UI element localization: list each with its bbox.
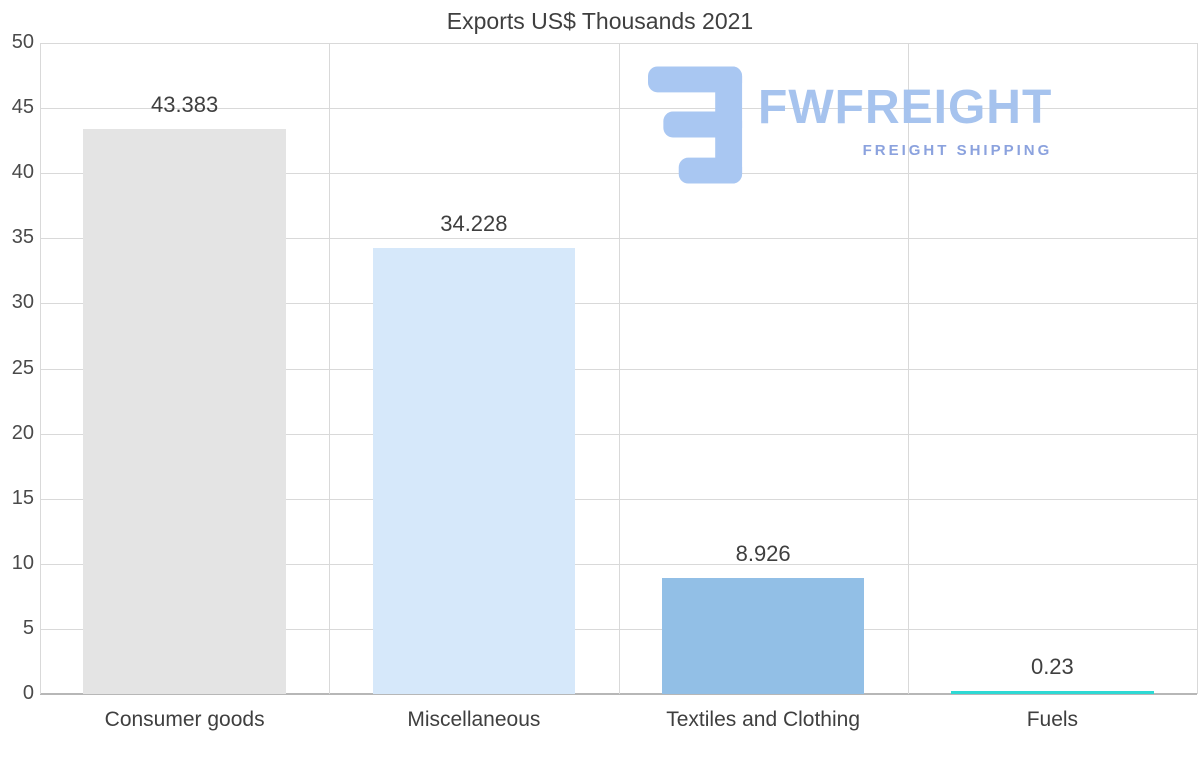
y-tick-label: 50: [11, 31, 34, 53]
x-category-label: Consumer goods: [104, 708, 265, 731]
y-tick-label: 15: [11, 486, 34, 509]
bar-value-label: 0.23: [1030, 654, 1074, 679]
y-tick-label: 35: [11, 226, 34, 249]
bar: [951, 691, 1154, 694]
y-tick-label: 40: [11, 161, 34, 184]
y-tick-label: 10: [11, 551, 34, 574]
y-tick-label: 45: [11, 96, 34, 119]
bar-value-label: 34.228: [440, 211, 508, 237]
y-tick-label: 25: [11, 356, 34, 379]
v-gridline: [618, 43, 620, 694]
bar-value-label: 43.383: [150, 92, 219, 118]
v-gridline: [329, 43, 331, 694]
v-gridline: [1197, 43, 1198, 694]
x-axis-line: [40, 693, 1197, 695]
fwfreight-watermark: FWFREIGHT FREIGHT SHIPPING: [648, 66, 1052, 184]
fwfreight-logo-icon: [648, 66, 743, 184]
y-tick-label: 30: [11, 291, 34, 314]
x-category-label: Fuels: [1026, 708, 1079, 731]
chart-title: Exports US$ Thousands 2021: [446, 8, 754, 34]
logo-text-block: FWFREIGHT FREIGHT SHIPPING: [758, 81, 1053, 160]
x-category-label: Miscellaneous: [407, 708, 541, 731]
bar: [83, 129, 286, 694]
logo-wordmark: FWFREIGHT: [758, 81, 1053, 134]
bar-value-label: 8.926: [735, 540, 791, 566]
y-tick-label: 20: [11, 421, 34, 444]
v-gridline: [907, 43, 909, 694]
v-gridline: [40, 43, 41, 694]
bar: [661, 577, 865, 694]
x-category-label: Textiles and Clothing: [666, 708, 861, 731]
y-tick-label: 0: [22, 682, 34, 704]
y-tick-label: 5: [22, 616, 34, 639]
bar: [372, 248, 576, 694]
logo-tagline: FREIGHT SHIPPING: [862, 142, 1053, 159]
